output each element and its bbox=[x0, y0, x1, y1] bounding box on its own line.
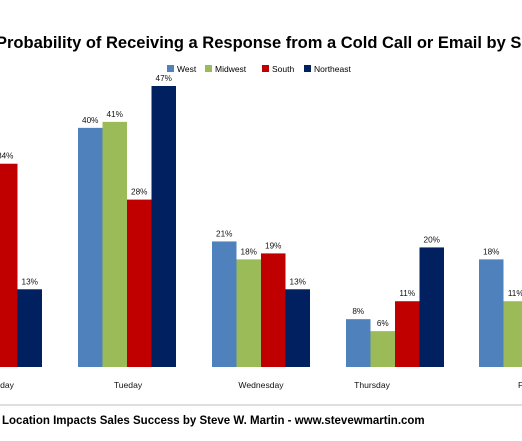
bar-midwest-thursday bbox=[371, 331, 396, 367]
bar-west-wednesday bbox=[212, 241, 237, 367]
chart-title: Probability of Receiving a Response from… bbox=[0, 34, 521, 52]
bar-midwest-fr bbox=[504, 301, 522, 367]
x-tick-label-thursday: Thursday bbox=[354, 380, 391, 390]
legend-label-northeast: Northeast bbox=[314, 64, 351, 74]
bar-south-tueday bbox=[127, 200, 152, 367]
legend: West Midwest South Northeast bbox=[167, 64, 351, 74]
legend-label-south: South bbox=[272, 64, 294, 74]
bar-south-wednesday bbox=[261, 253, 286, 367]
value-label-south-thursday: 11% bbox=[399, 289, 415, 298]
bar-west-thursday bbox=[346, 319, 371, 367]
value-label-northeast-day: 13% bbox=[22, 277, 38, 286]
value-label-northeast-thursday: 20% bbox=[424, 235, 440, 244]
legend-swatch-northeast bbox=[304, 65, 311, 72]
x-axis: day Tueday Wednesday Thursday Fr bbox=[0, 380, 522, 390]
bar-northeast-tueday bbox=[152, 86, 177, 367]
value-label-midwest-tueday: 41% bbox=[107, 110, 123, 119]
bar-south-thursday bbox=[395, 301, 420, 367]
value-label-south-tueday: 28% bbox=[131, 188, 147, 197]
bar-northeast-thursday bbox=[420, 247, 445, 367]
value-label-midwest-thursday: 6% bbox=[377, 319, 389, 328]
value-label-west-tueday: 40% bbox=[82, 116, 98, 125]
value-label-west-fr: 18% bbox=[483, 247, 499, 256]
value-label-south-wednesday: 19% bbox=[265, 241, 281, 250]
x-tick-label-fr: Fr bbox=[518, 380, 522, 390]
bar-northeast-day bbox=[18, 289, 43, 367]
x-tick-label-tueday: Tueday bbox=[114, 380, 143, 390]
x-tick-label-wednesday: Wednesday bbox=[238, 380, 284, 390]
bar-west-fr bbox=[479, 259, 504, 367]
legend-label-midwest: Midwest bbox=[215, 64, 247, 74]
footer-credit: Location Impacts Sales Success by Steve … bbox=[2, 415, 425, 427]
value-label-south-day: 34% bbox=[0, 152, 13, 161]
x-tick-label-day: day bbox=[0, 380, 15, 390]
value-label-northeast-tueday: 47% bbox=[156, 74, 172, 83]
bar-northeast-wednesday bbox=[286, 289, 311, 367]
bar-midwest-wednesday bbox=[237, 259, 262, 367]
value-label-midwest-wednesday: 18% bbox=[241, 247, 257, 256]
value-label-northeast-wednesday: 13% bbox=[290, 277, 306, 286]
bar-midwest-tueday bbox=[103, 122, 128, 367]
legend-swatch-midwest bbox=[205, 65, 212, 72]
legend-swatch-west bbox=[167, 65, 174, 72]
value-label-midwest-fr: 11% bbox=[508, 289, 522, 298]
bar-west-tueday bbox=[78, 128, 103, 367]
bar-south-day bbox=[0, 164, 18, 367]
bars-layer bbox=[0, 86, 522, 367]
value-label-west-wednesday: 21% bbox=[216, 229, 232, 238]
value-label-west-thursday: 8% bbox=[352, 307, 364, 316]
legend-label-west: West bbox=[177, 64, 197, 74]
legend-swatch-south bbox=[262, 65, 269, 72]
